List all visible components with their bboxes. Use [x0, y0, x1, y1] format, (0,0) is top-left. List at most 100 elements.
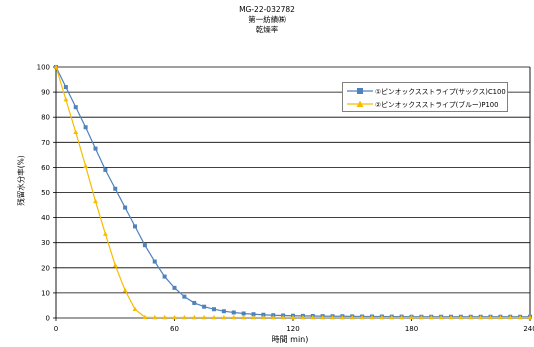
- series-2-point: [349, 314, 355, 320]
- series-2-point: [270, 314, 276, 320]
- series-2-point: [122, 287, 128, 293]
- series-2-point: [172, 314, 177, 320]
- legend-item-1: ①ピンオックスストライプ(サックス)C100: [347, 85, 506, 97]
- series-2-point: [507, 314, 513, 320]
- series-2-point: [73, 129, 79, 135]
- y-tick-label: 40: [41, 214, 50, 222]
- series-1-point: [172, 285, 177, 290]
- series-2-point: [260, 314, 266, 320]
- series-2-point: [142, 314, 148, 320]
- series-2-point: [488, 314, 493, 320]
- series-2-point: [63, 97, 69, 102]
- series-1-point: [221, 309, 226, 314]
- y-axis-label: 残留水分率(%): [16, 155, 26, 206]
- x-tick-label: 240: [523, 325, 534, 333]
- series-2-point: [428, 314, 434, 320]
- series-1-point: [103, 167, 108, 172]
- series-1-point: [192, 300, 197, 305]
- legend-swatch-2: [347, 100, 373, 107]
- series-2-point: [211, 314, 217, 320]
- series-2-point: [478, 314, 484, 320]
- y-tick-label: 100: [37, 64, 50, 72]
- series-1-point: [63, 85, 68, 90]
- y-tick-label: 0: [46, 315, 50, 323]
- x-tick-label: 120: [286, 325, 299, 333]
- y-tick-label: 80: [41, 114, 50, 122]
- series-1-point: [212, 307, 216, 312]
- x-tick-label: 0: [54, 325, 58, 333]
- legend-label-1: ①ピンオックスストライプ(サックス)C100: [375, 88, 506, 96]
- x-axis-label: 時間 min): [271, 335, 309, 344]
- series-2-point: [112, 262, 118, 268]
- series-1-point: [202, 304, 207, 309]
- series-2-point: [379, 314, 385, 320]
- chart-title-company: 第一紡績㈱: [248, 15, 286, 24]
- y-tick-label: 90: [41, 89, 50, 97]
- series-1-point: [93, 146, 98, 151]
- series-2-point: [191, 314, 197, 320]
- series-2-point: [241, 314, 247, 320]
- series-2-point: [468, 314, 474, 320]
- series-2-point: [369, 314, 375, 320]
- series-2-point: [438, 314, 444, 320]
- series-2-point: [280, 314, 286, 320]
- series-2-point: [527, 314, 533, 320]
- series-2-point: [300, 314, 306, 320]
- series-2-point: [221, 314, 227, 320]
- series-1-point: [241, 311, 246, 316]
- series-1-point: [231, 310, 236, 315]
- series-2-point: [290, 314, 296, 320]
- x-tick-label: 180: [405, 325, 418, 333]
- series-1-point: [142, 243, 147, 248]
- series-2-point: [399, 314, 405, 320]
- series-2-point: [418, 314, 424, 320]
- series-2-point: [53, 64, 59, 69]
- legend-item-2: ②ピンオックスストライプ(ブルー)P100: [347, 98, 498, 110]
- series-2-point: [409, 314, 414, 320]
- series-2-point: [339, 314, 345, 320]
- series-1-point: [162, 274, 167, 279]
- series-1-point: [73, 105, 78, 110]
- chart-legend: ①ピンオックスストライプ(サックス)C100 ②ピンオックスストライプ(ブルー)…: [342, 82, 508, 112]
- series-2-point: [132, 306, 138, 312]
- series-2-point: [320, 314, 326, 320]
- y-tick-label: 10: [41, 289, 50, 297]
- series-2-point: [201, 314, 207, 320]
- series-1-point: [133, 224, 137, 229]
- series-1-point: [251, 312, 256, 317]
- y-tick-label: 70: [41, 139, 50, 147]
- series-1-point: [152, 259, 157, 264]
- series-1-point: [113, 186, 118, 191]
- series-2-point: [359, 314, 365, 320]
- legend-label-2: ②ピンオックスストライプ(ブルー)P100: [375, 101, 499, 109]
- series-2-point: [517, 314, 523, 320]
- chart-title-code: MG-22-032782: [239, 5, 295, 14]
- series-2-point: [93, 198, 98, 204]
- series-2-point: [152, 314, 158, 320]
- series-2-point: [162, 314, 168, 320]
- series-1-point: [83, 125, 88, 130]
- series-2-point: [310, 314, 316, 320]
- series-2-point: [251, 314, 256, 320]
- series-2-point: [448, 314, 454, 320]
- series-2-point: [497, 314, 503, 320]
- series-2-point: [389, 314, 395, 320]
- y-tick-label: 60: [41, 164, 50, 172]
- series-2-point: [181, 314, 187, 320]
- y-tick-label: 50: [41, 189, 50, 197]
- x-tick-label: 60: [170, 325, 179, 333]
- series-1-point: [182, 294, 187, 299]
- series-2-point: [458, 314, 464, 320]
- legend-swatch-1: [347, 88, 373, 94]
- series-1-point: [261, 312, 266, 317]
- chart-title-metric: 乾燥率: [255, 25, 279, 34]
- y-tick-label: 30: [41, 239, 50, 247]
- chart-titles: MG-22-032782 第一紡績㈱ 乾燥率: [0, 5, 534, 35]
- series-2-point: [231, 314, 237, 320]
- series-1-point: [123, 205, 128, 210]
- series-2-point: [83, 163, 89, 168]
- series-2-point: [330, 314, 335, 320]
- series-2-point: [102, 231, 108, 236]
- y-tick-label: 20: [41, 264, 50, 272]
